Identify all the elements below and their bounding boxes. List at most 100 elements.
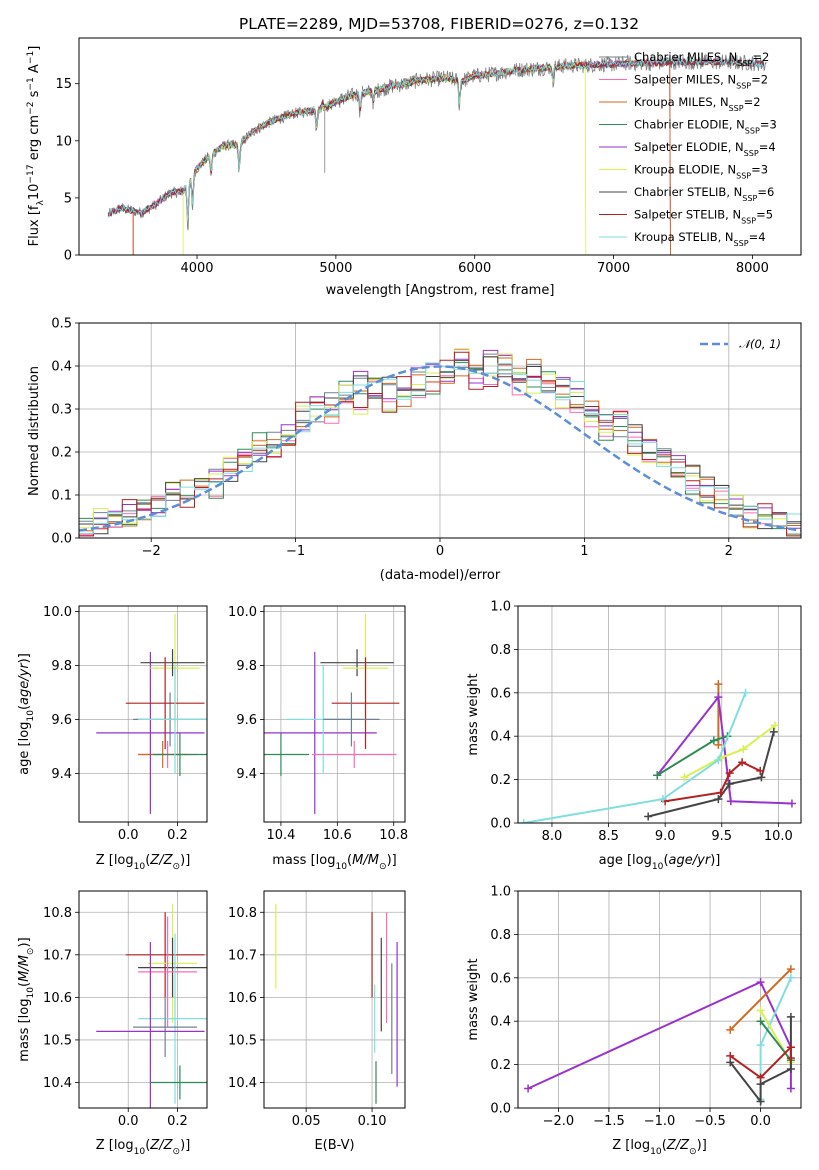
x-tick-label: 8.5 <box>598 829 619 844</box>
weight-line <box>683 724 776 779</box>
legend-item-label: Kroupa STELIB, NSSP=4 <box>634 230 766 248</box>
gaussian-curve <box>79 365 801 532</box>
y-tick-label: 0.4 <box>51 360 72 375</box>
weight-line <box>665 761 761 803</box>
weight-marker <box>726 1051 735 1060</box>
errorbars <box>96 614 207 814</box>
y-tick-label: 9.8 <box>51 659 72 674</box>
weight-marker <box>644 812 653 821</box>
y-axis-label: mass weight <box>466 673 481 755</box>
legend-item-label: Chabrier STELIB, NSSP=6 <box>634 185 774 203</box>
y-tick-label: 0.4 <box>490 730 511 745</box>
axes-frame <box>517 605 802 824</box>
weight-marker <box>786 1054 795 1063</box>
y-tick-label: 10.5 <box>228 1033 257 1048</box>
x-tick-label: 0.2 <box>167 828 188 843</box>
errorbars <box>275 903 398 1104</box>
x-tick-label: 0.05 <box>292 1114 321 1129</box>
x-axis-label: Z [log10(Z/Z⊙)] <box>96 1138 191 1157</box>
y-tick-label: 0.6 <box>490 971 511 986</box>
x-tick-label: −1.0 <box>644 1114 676 1129</box>
y-axis-label: mass [log10(M/M⊙)] <box>17 937 36 1061</box>
weight-marker <box>756 1017 765 1026</box>
weight-marker <box>709 736 718 745</box>
hist-step-series <box>79 362 801 538</box>
x-tick-label: 8.0 <box>542 829 563 844</box>
errorbars <box>264 614 400 814</box>
figure-title: PLATE=2289, MJD=53708, FIBERID=0276, z=0… <box>239 15 639 33</box>
axes-frame <box>78 37 802 256</box>
y-tick-label: 0.8 <box>490 928 511 943</box>
y-tick-label: 10.4 <box>228 1076 257 1091</box>
y-tick-label: 0.2 <box>51 446 72 461</box>
weight-line <box>656 694 792 805</box>
weight-marker <box>786 1084 795 1093</box>
weight-marker <box>726 797 735 806</box>
y-tick-label: 9.4 <box>51 767 72 782</box>
y-tick-label: 0 <box>64 249 72 264</box>
x-tick-label: 0.2 <box>167 1114 188 1129</box>
plot-spectrum: 4000 5000 6000 7000 8000 0 5 10 15 wavelength [An… <box>26 37 802 298</box>
weight-marker <box>786 1043 795 1052</box>
weight-marker <box>738 758 747 767</box>
y-tick-label: 0.6 <box>490 686 511 701</box>
x-tick-label: 2 <box>725 544 733 559</box>
spectrum-model-line <box>132 58 671 255</box>
legend-item-label: Chabrier MILES, NSSP=2 <box>634 50 769 68</box>
y-tick-label: 0.8 <box>490 643 511 658</box>
plot-residual_hist: −2 −1 0 1 2 0.0 0.1 0.2 0.3 0.4 0.5 (data-model)/er… <box>27 317 802 583</box>
legend-item-label: Chabrier ELODIE, NSSP=3 <box>634 118 777 136</box>
y-tick-label: 10 <box>55 134 72 149</box>
y-tick-label: 5 <box>64 191 72 206</box>
y-tick-label: 10.5 <box>43 1033 72 1048</box>
y-tick-label: 0.1 <box>51 489 72 504</box>
x-tick-label: 0.0 <box>118 1114 139 1129</box>
weight-line <box>523 692 747 823</box>
y-tick-label: 9.8 <box>236 659 257 674</box>
x-tick-label: −1.5 <box>593 1114 625 1129</box>
weight-marker <box>786 1064 795 1073</box>
x-tick-label: −2 <box>142 544 161 559</box>
plot-mass_vs_EBV: 0.05 0.10 10.4 10.5 10.6 10.7 10.8 E(B-V) <box>228 890 406 1153</box>
y-axis-label: age [log10(age/yr)] <box>17 653 36 775</box>
weight-marker <box>714 693 723 702</box>
y-tick-label: 0.2 <box>490 1058 511 1073</box>
x-tick-label: 8000 <box>736 261 769 276</box>
weight-marker <box>787 799 796 808</box>
weight-marker <box>725 769 734 778</box>
plot-age_vs_Z: 0.0 0.2 9.4 9.6 9.8 10.0 Z [log10(Z/Z⊙)] age [l… <box>17 605 208 872</box>
errorbars <box>96 903 207 1108</box>
x-axis-label: (data-model)/error <box>380 568 501 583</box>
y-tick-label: 10.8 <box>228 906 257 921</box>
weight-marker <box>757 773 766 782</box>
y-tick-label: 10.7 <box>43 948 72 963</box>
spectrum-model-line <box>132 58 671 255</box>
x-tick-label: 10.4 <box>266 828 295 843</box>
weight-marker <box>714 756 723 765</box>
plot-massweight_vs_age: 8.0 8.5 9.0 9.5 10.0 0.0 0.2 0.4 0.6 0.8 1.0 age [l… <box>466 600 802 872</box>
weight-marker <box>756 1006 765 1015</box>
weight-marker <box>725 779 734 788</box>
x-tick-label: 9.5 <box>711 829 732 844</box>
plot-mass_vs_Z: 0.0 0.2 10.4 10.5 10.6 10.7 10.8 Z [log10(Z/Z⊙)… <box>17 890 208 1157</box>
axes-frame <box>263 605 406 823</box>
x-axis-label: E(B-V) <box>314 1138 354 1153</box>
legend-item-label: Salpeter MILES, NSSP=2 <box>634 73 768 91</box>
x-tick-label: 7000 <box>597 261 630 276</box>
x-tick-label: 4000 <box>180 261 213 276</box>
y-tick-label: 10.0 <box>43 605 72 620</box>
weight-marker <box>770 721 779 730</box>
y-tick-label: 9.4 <box>236 767 257 782</box>
x-tick-label: 0 <box>436 544 444 559</box>
weight-marker <box>756 1073 765 1082</box>
y-tick-label: 10.6 <box>228 991 257 1006</box>
plot-massweight_vs_Z: −2.0 −1.5 −1.0 −0.5 0.0 0.0 0.2 0.4 0.6 0.8 1.0 Z [… <box>466 885 802 1157</box>
y-tick-label: 0.2 <box>490 773 511 788</box>
weight-marker <box>756 1041 765 1050</box>
x-tick-label: 0.0 <box>750 1114 771 1129</box>
weight-marker <box>786 965 795 974</box>
weight-marker <box>658 795 667 804</box>
x-tick-label: 6000 <box>458 261 491 276</box>
weight-marker <box>786 973 795 982</box>
